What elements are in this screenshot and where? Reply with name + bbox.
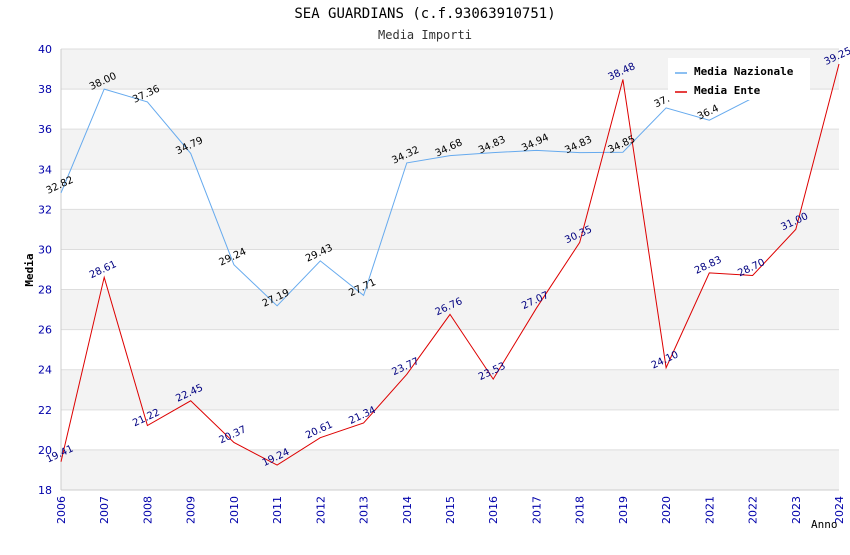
legend-label-media-ente: Media Ente	[694, 84, 761, 97]
y-tick-label: 24	[38, 364, 52, 377]
grid-band	[61, 209, 839, 250]
x-tick-label: 2022	[747, 496, 760, 524]
series-line-media-ente	[60, 63, 840, 466]
x-tick-label: 2007	[98, 496, 111, 524]
data-label: 21.22	[131, 407, 162, 429]
grid-band	[61, 449, 839, 490]
x-tick-label: 2013	[358, 496, 371, 524]
y-tick-label: 34	[38, 163, 52, 176]
data-label: 28.61	[88, 259, 119, 281]
grid-band	[61, 369, 839, 410]
y-tick-label: 38	[38, 83, 52, 96]
x-tick-label: 2012	[314, 496, 327, 524]
grid-band	[61, 129, 839, 170]
chart-subtitle: Media Importi	[378, 28, 472, 42]
y-axis-label: Media	[23, 253, 36, 286]
x-tick-label: 2019	[617, 496, 630, 524]
y-tick-label: 26	[38, 324, 52, 337]
x-tick-label: 2011	[271, 496, 284, 524]
y-tick-label: 32	[38, 203, 52, 216]
legend: Media Nazionale Media Ente	[668, 58, 810, 100]
x-axis-label: Anno	[811, 518, 838, 531]
y-tick-label: 28	[38, 284, 52, 297]
data-label: 32.82	[45, 175, 76, 197]
y-tick-label: 20	[38, 444, 52, 457]
x-tick-labels: 2006 2007 2008 2009 2010 2011 2012 2013 2014 2015…	[55, 496, 846, 524]
data-label: 28.70	[736, 257, 767, 279]
x-tick-label: 2023	[790, 496, 803, 524]
x-tick-label: 2024	[833, 496, 846, 524]
series-layer	[60, 63, 840, 466]
legend-label-media-nazionale: Media Nazionale	[694, 65, 794, 78]
y-tick-label: 36	[38, 123, 52, 136]
x-tick-label: 2008	[141, 496, 154, 524]
y-tick-label: 40	[38, 43, 52, 56]
x-tick-label: 2009	[185, 496, 198, 524]
x-tick-label: 2015	[444, 496, 457, 524]
x-tick-label: 2017	[530, 496, 543, 524]
x-tick-label: 2010	[228, 496, 241, 524]
y-tick-label: 18	[38, 484, 52, 497]
y-tick-label: 22	[38, 404, 52, 417]
grid-bands	[61, 49, 839, 490]
legend-box	[668, 58, 810, 100]
y-tick-labels: 18 20 22 24 26 28 30 32 34 36 38 40	[38, 43, 52, 497]
x-tick-label: 2006	[55, 496, 68, 524]
chart-title: SEA GUARDIANS (c.f.93063910751)	[294, 6, 555, 22]
x-tick-label: 2018	[574, 496, 587, 524]
data-label: 20.37	[218, 424, 249, 446]
grid-lines	[61, 48, 839, 491]
grid-band	[61, 289, 839, 330]
data-label: 24.10	[650, 349, 681, 371]
axes	[60, 49, 839, 491]
x-tick-label: 2016	[487, 496, 500, 524]
series-line-media-nazionale	[60, 88, 753, 307]
x-tick-label: 2021	[703, 496, 716, 524]
x-tick-label: 2020	[660, 496, 673, 524]
x-tick-label: 2014	[401, 496, 414, 524]
y-tick-label: 30	[38, 243, 52, 256]
